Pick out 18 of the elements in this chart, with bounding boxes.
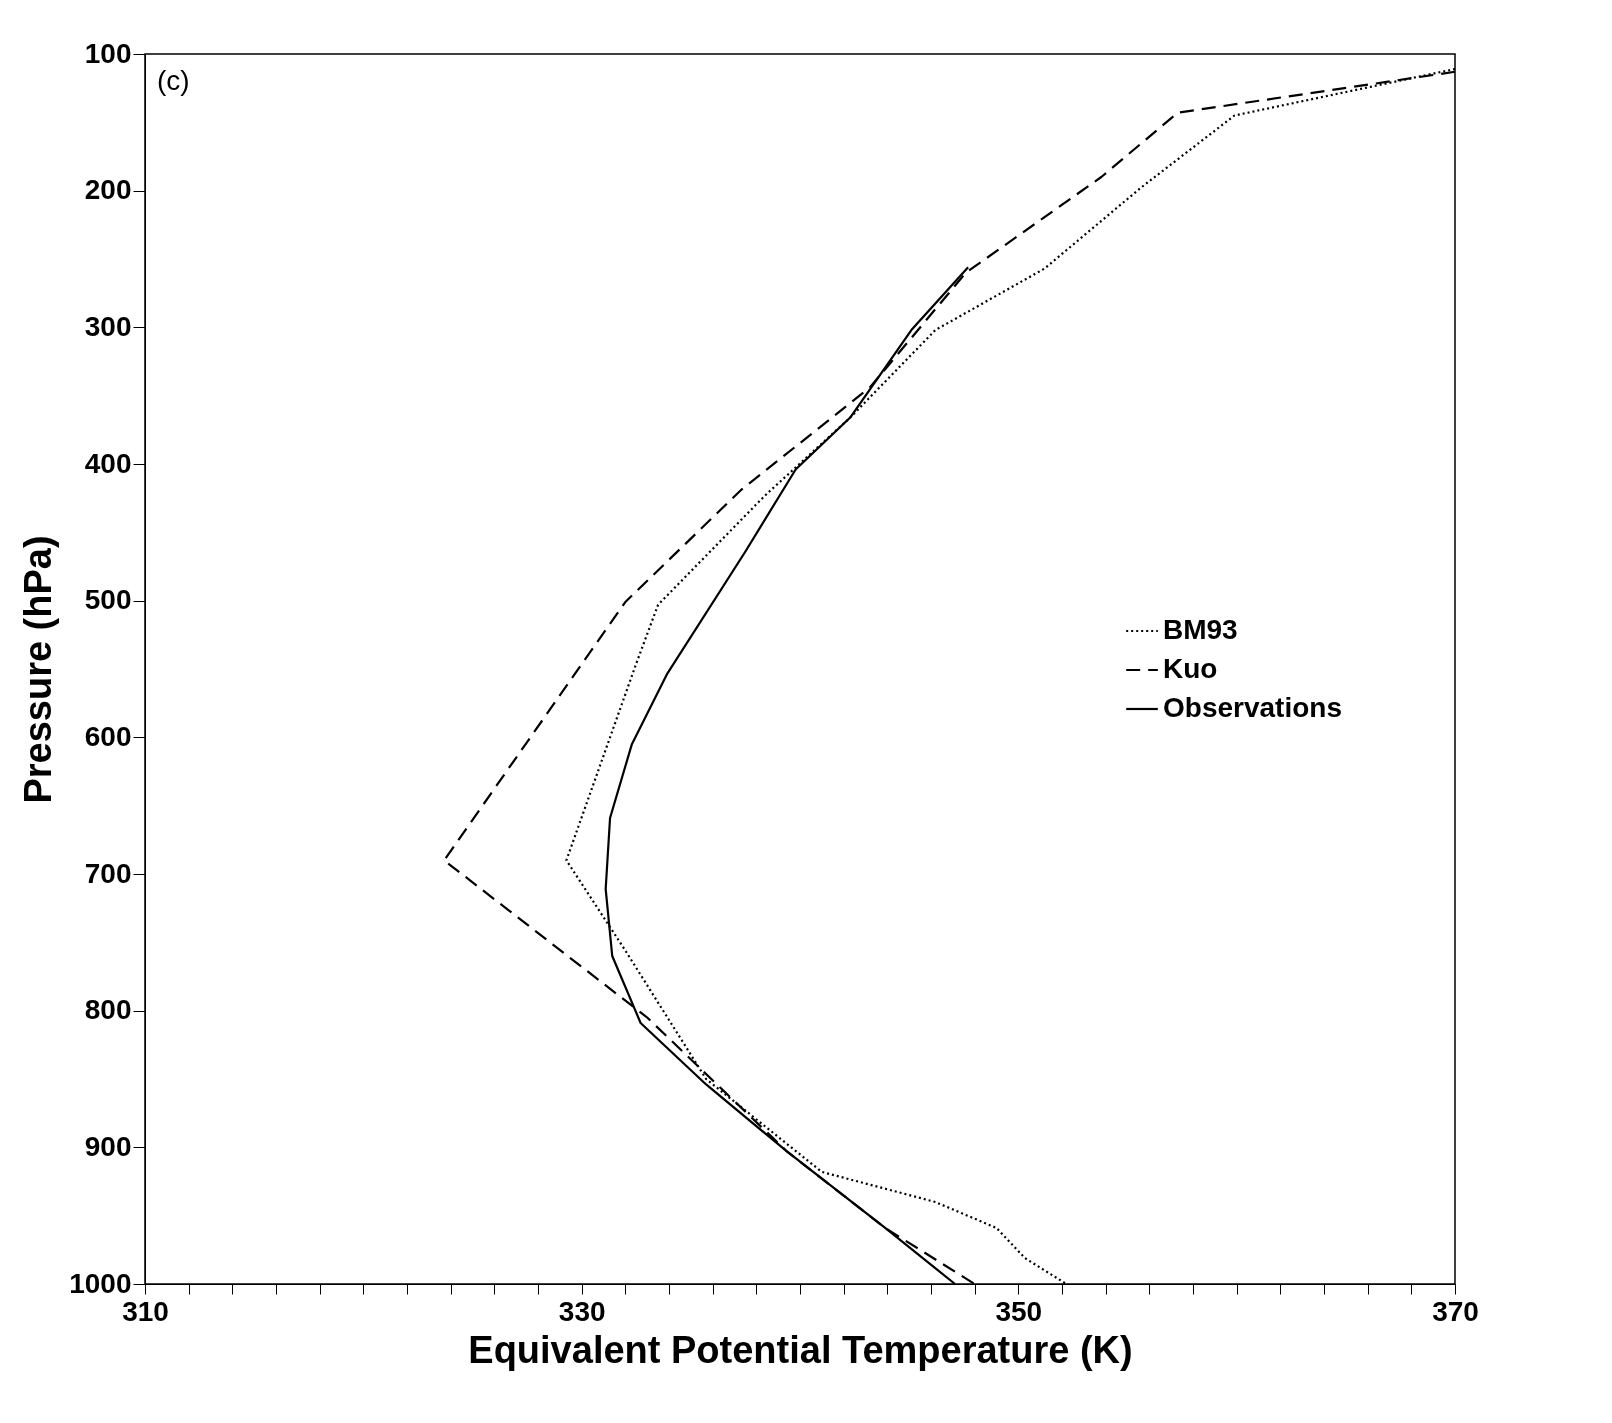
x-tick-label: 330 bbox=[558, 1295, 606, 1327]
y-axis-title: Pressure (hPa) bbox=[17, 535, 60, 804]
y-tick-label: 900 bbox=[84, 1130, 132, 1162]
y-tick-label: 700 bbox=[84, 857, 132, 889]
x-tick-label: 370 bbox=[1432, 1295, 1479, 1327]
y-tick-label: 100 bbox=[84, 37, 132, 69]
legend-label: BM93 bbox=[1163, 614, 1238, 645]
y-tick-label: 400 bbox=[84, 447, 132, 479]
x-tick-label: 350 bbox=[995, 1295, 1043, 1327]
y-tick-label: 500 bbox=[84, 584, 132, 616]
annotation: (c) bbox=[157, 65, 190, 96]
y-tick-label: 200 bbox=[84, 174, 132, 206]
legend-label: Kuo bbox=[1163, 653, 1218, 684]
y-tick-label: 600 bbox=[84, 720, 132, 752]
y-tick-label: 800 bbox=[84, 994, 132, 1026]
legend-label: Observations bbox=[1163, 692, 1342, 723]
y-tick-label: 300 bbox=[84, 310, 132, 342]
x-axis-title: Equivalent Potential Temperature (K) bbox=[468, 1328, 1133, 1371]
